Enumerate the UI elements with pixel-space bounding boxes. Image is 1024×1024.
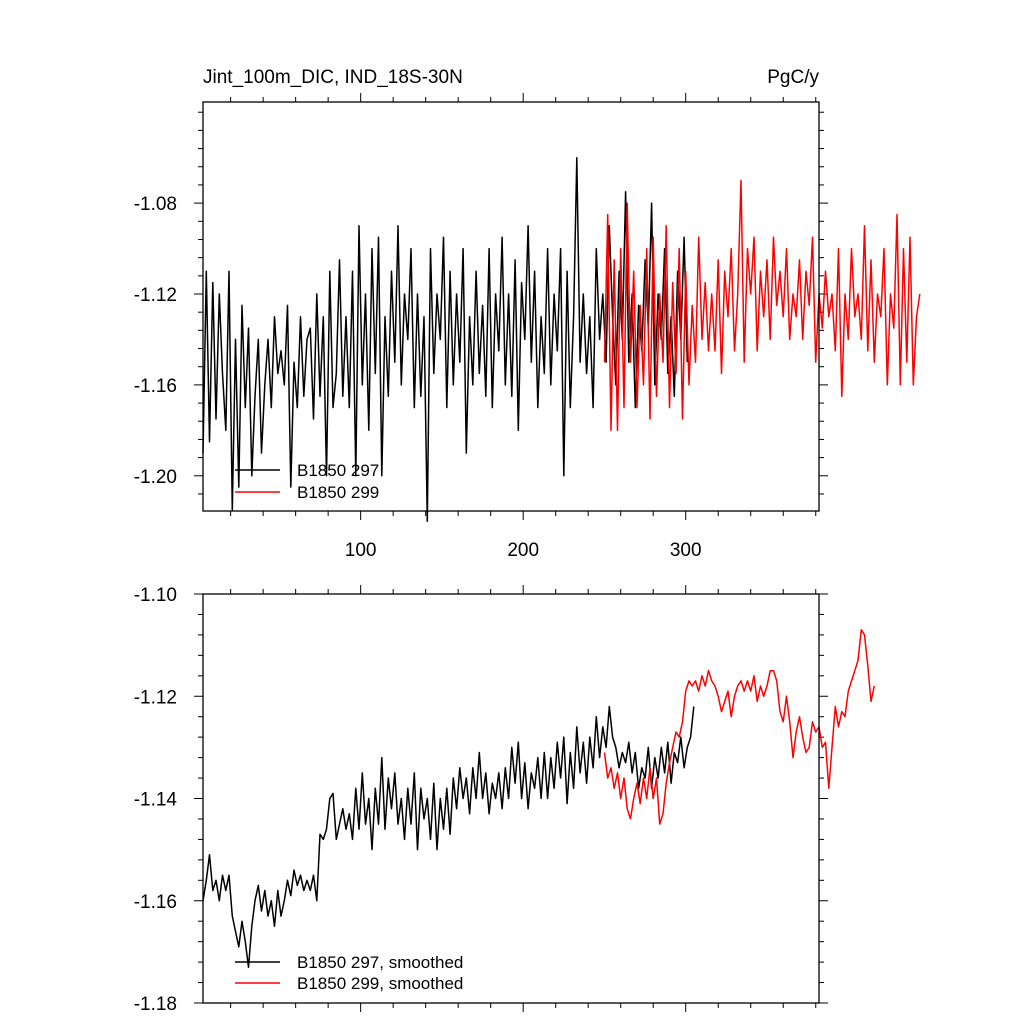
bottom-legend-label-299: B1850 299, smoothed (297, 974, 463, 993)
top-y-tick-label: -1.20 (134, 467, 177, 488)
bottom-chart-panel: -1.10 -1.12 -1.14 -1.16 -1.18 B1850 297, smo… (134, 585, 876, 1015)
top-chart-panel: Jint_100m_DIC, IND_18S-30N PgC/y 100 200 3… (134, 67, 921, 561)
bottom-series-line-299 (603, 629, 876, 825)
top-y-tick-label: -1.08 (134, 194, 177, 215)
bottom-series-line-297 (202, 705, 695, 968)
top-series-line-299 (603, 179, 921, 432)
units-label: PgC/y (767, 67, 819, 88)
top-plot-frame (202, 101, 820, 512)
top-series-lines (202, 156, 921, 522)
bottom-legend-label-297: B1850 297, smoothed (297, 953, 463, 972)
top-legend-label-297: B1850 297 (297, 461, 379, 480)
bottom-y-tick-label: -1.14 (134, 790, 178, 811)
bottom-legend: B1850 297, smoothed B1850 299, smoothed (235, 953, 463, 993)
top-x-tick-label: 200 (507, 540, 539, 561)
top-y-tick-labels: -1.08 -1.12 -1.16 -1.20 (134, 194, 177, 488)
bottom-y-tick-label: -1.10 (134, 585, 177, 606)
top-axis-ticks (194, 93, 828, 520)
bottom-series-lines (202, 629, 876, 968)
bottom-y-tick-labels: -1.10 -1.12 -1.14 -1.16 -1.18 (134, 585, 178, 1015)
top-y-tick-label: -1.16 (134, 376, 177, 397)
top-series-line-297 (202, 156, 689, 522)
top-legend-label-299: B1850 299 (297, 483, 379, 502)
top-x-tick-label: 100 (345, 540, 377, 561)
top-y-tick-label: -1.12 (134, 285, 177, 306)
bottom-y-tick-label: -1.18 (134, 994, 177, 1015)
bottom-axis-ticks (194, 585, 828, 1012)
chart-title: Jint_100m_DIC, IND_18S-30N (203, 67, 463, 88)
bottom-y-tick-label: -1.16 (134, 892, 177, 913)
bottom-y-tick-label: -1.12 (134, 687, 177, 708)
bottom-plot-frame (202, 593, 820, 1004)
top-legend: B1850 297 B1850 299 (235, 461, 379, 502)
top-x-tick-labels: 100 200 300 (345, 540, 702, 561)
top-x-tick-label: 300 (670, 540, 702, 561)
